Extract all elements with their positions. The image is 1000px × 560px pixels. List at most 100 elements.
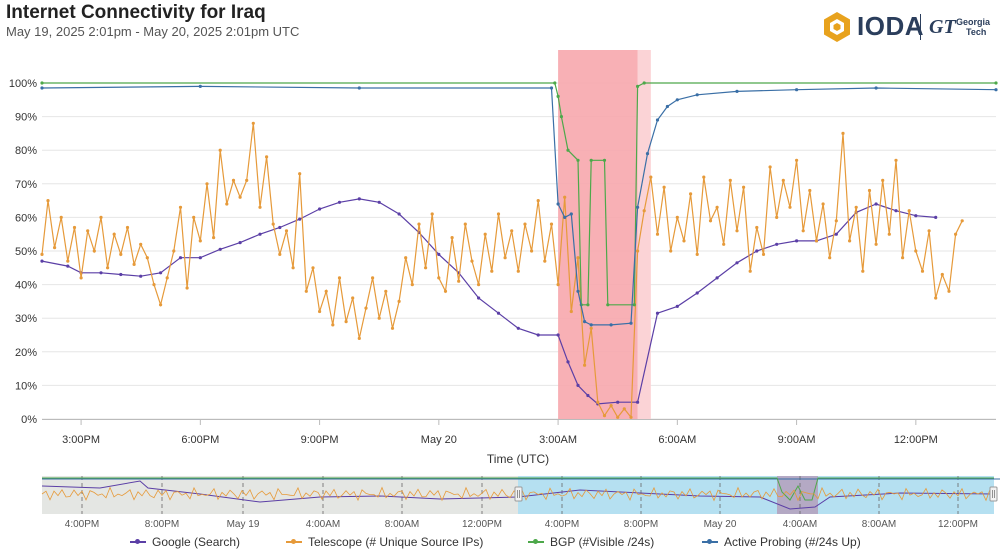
x-tick-label: 6:00AM <box>658 434 696 446</box>
data-point <box>99 215 103 219</box>
ioda-wordmark: IODA <box>857 11 924 41</box>
data-point <box>576 289 580 293</box>
data-point <box>510 229 514 233</box>
data-point <box>238 241 242 245</box>
data-point <box>669 249 673 253</box>
data-point <box>636 249 640 253</box>
data-point <box>40 259 44 263</box>
data-point <box>682 239 686 243</box>
navigator-selected-range <box>518 476 994 514</box>
data-point <box>284 229 289 233</box>
data-point <box>337 276 342 280</box>
legend-swatch-icon <box>286 537 302 547</box>
data-point <box>795 88 799 92</box>
main-chart[interactable]: 0% 10% 20% 30% 40% 50% 60% 70% 80% 90% 100% 3:00PM… <box>0 46 1000 470</box>
georgia-tech-wordmark: Georgia Tech <box>956 17 990 37</box>
data-point <box>218 148 222 152</box>
data-point <box>377 200 381 204</box>
data-point <box>563 215 567 219</box>
data-point <box>814 239 819 243</box>
data-point <box>331 323 335 327</box>
data-point <box>351 296 355 300</box>
data-point <box>695 291 699 295</box>
data-point <box>715 205 719 209</box>
range-navigator[interactable]: 4:00PM 8:00PM May 19 4:00AM 8:00AM 12:00PM 4:0… <box>0 470 1000 532</box>
data-point <box>735 229 739 233</box>
data-point <box>66 264 70 268</box>
data-point <box>609 404 613 408</box>
data-point <box>271 222 275 226</box>
legend-label: BGP (#Visible /24s) <box>550 535 655 549</box>
legend-item-active-probing-24s-up[interactable]: Active Probing (#/24s Up) <box>702 535 861 549</box>
data-point <box>801 229 805 233</box>
navigator-tick-label: May 20 <box>704 519 737 530</box>
logo-divider <box>920 14 921 40</box>
data-point <box>887 232 891 236</box>
data-point <box>874 202 878 206</box>
data-point <box>536 333 540 337</box>
y-tick-label: 10% <box>15 380 37 392</box>
data-point <box>344 320 348 324</box>
data-point <box>755 225 759 230</box>
legend-item-bgp-visible-24s[interactable]: BGP (#Visible /24s) <box>528 535 654 549</box>
y-tick-label: 100% <box>9 78 37 90</box>
data-point <box>761 252 766 256</box>
data-point <box>443 289 448 293</box>
data-point <box>172 249 176 253</box>
data-point <box>907 209 911 213</box>
data-point <box>556 333 560 337</box>
data-point <box>278 252 282 256</box>
series-bgp-visible-24s <box>40 81 998 307</box>
data-point <box>364 306 368 310</box>
data-point <box>695 252 699 256</box>
navigator-left-handle[interactable] <box>514 486 523 502</box>
data-point <box>994 81 998 85</box>
navigator-tick-label: 8:00PM <box>624 519 658 530</box>
legend-item-google-search[interactable]: Google (Search) <box>130 535 240 549</box>
data-point <box>119 272 123 277</box>
navigator-series-bgp <box>42 477 994 501</box>
navigator-right-handle[interactable] <box>989 486 998 502</box>
y-tick-label: 50% <box>15 246 37 258</box>
data-point <box>92 249 96 253</box>
legend-item-telescope-unique-source-ips[interactable]: Telescope (# Unique Source IPs) <box>286 535 483 549</box>
y-tick-label: 90% <box>15 112 37 124</box>
data-point <box>828 256 832 260</box>
data-point <box>606 303 610 307</box>
data-point <box>543 259 547 263</box>
series-active-probing-24s-up <box>40 84 998 327</box>
data-point <box>781 178 785 182</box>
ioda-hexagon-icon <box>824 12 850 42</box>
data-point <box>139 274 143 278</box>
x-axis-title: Time (UTC) <box>487 452 549 466</box>
data-point <box>337 200 342 204</box>
data-point <box>708 219 713 223</box>
data-point <box>632 303 636 307</box>
y-tick-label: 20% <box>15 347 37 359</box>
data-point <box>715 276 719 280</box>
x-tick-label: 3:00AM <box>539 434 577 446</box>
data-point <box>954 232 958 236</box>
legend-swatch-icon <box>528 537 544 547</box>
georgia-tech-line2: Tech <box>966 27 987 37</box>
data-point <box>655 311 660 315</box>
data-point <box>516 326 520 330</box>
data-point <box>808 188 812 193</box>
x-tick-label: 12:00PM <box>894 434 938 446</box>
data-point <box>404 256 408 260</box>
data-point <box>722 242 726 246</box>
data-point <box>357 336 361 340</box>
data-point <box>768 165 772 169</box>
data-point <box>40 86 44 90</box>
data-point <box>735 261 739 265</box>
data-point <box>947 289 951 293</box>
data-point <box>152 283 156 287</box>
data-point <box>238 195 242 199</box>
data-point <box>649 175 653 179</box>
data-point <box>629 415 633 419</box>
data-point <box>145 256 149 260</box>
data-point <box>556 94 560 98</box>
data-point <box>609 323 613 327</box>
data-point <box>662 185 666 189</box>
navigator-tick-label: 4:00PM <box>545 519 579 530</box>
